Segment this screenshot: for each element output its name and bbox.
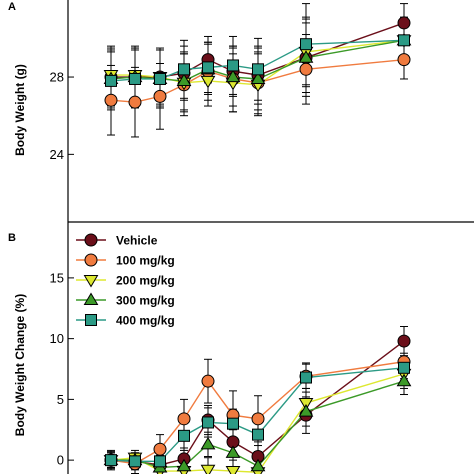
data-point [200,75,216,89]
y-tick-label: 15 [50,270,64,285]
legend-marker [84,233,98,247]
data-point [396,373,412,387]
data-point [251,412,265,426]
data-point [153,442,167,456]
data-point [227,417,239,430]
data-point [252,428,264,441]
data-point [178,63,190,76]
data-point [176,458,192,472]
panel-letter: B [8,232,16,244]
legend-label: 200 mg/kg [116,274,175,288]
legend-marker [85,314,97,326]
markers-400-mg-kg [105,361,410,468]
markers-400-mg-kg [105,34,410,87]
legend-marker [83,292,99,306]
data-point [225,445,241,458]
data-point [129,455,141,468]
data-point [300,38,312,51]
legend: Vehicle 100 mg/kg 200 mg/kg 300 mg/kg 400 mg… [76,233,175,328]
legend-marker [84,253,98,267]
legend-label: Vehicle [116,234,158,248]
data-point [105,74,117,87]
data-point [177,412,191,426]
legend-label: 400 mg/kg [116,314,175,328]
y-tick-label: 10 [50,331,64,346]
data-point [252,63,264,76]
panel-b: 0 5 10 15 Body Weight Change (%) B Vehicle 100 … [8,222,412,474]
data-point [250,71,266,85]
panel-a: 24 28 Body Weight (g) A [8,0,474,223]
data-point [202,61,214,74]
error-bars-400-mg-kg [107,3,408,111]
data-point [154,455,166,468]
legend-label: 300 mg/kg [116,294,175,308]
data-point [178,429,190,442]
y-tick-label: 24 [50,147,64,162]
data-point [397,53,411,67]
data-point [129,72,141,85]
data-point [105,454,117,467]
data-point [227,59,239,72]
data-point [225,69,241,83]
legend-marker [83,274,99,288]
data-point [300,371,312,384]
data-point [200,436,216,450]
data-point [176,73,192,86]
data-point [398,361,410,374]
data-point [104,93,118,107]
data-point [153,89,167,103]
data-point [298,397,314,411]
panel-letter: A [8,1,16,13]
data-point [397,16,411,30]
y-axis-label: Body Weight Change (%) [13,294,27,436]
y-tick-label: 0 [57,453,64,468]
plot-area [103,3,412,138]
data-point [397,334,411,348]
data-point [298,404,314,417]
data-point [298,50,314,63]
data-point [250,458,266,472]
data-point [225,466,241,474]
plot-area [103,325,412,474]
data-point [201,374,215,388]
y-tick-label: 5 [57,392,64,407]
data-point [398,34,410,47]
data-point [128,95,142,109]
data-point [154,72,166,85]
y-tick-label: 28 [50,70,64,85]
data-point [202,416,214,429]
legend-label: 100 mg/kg [116,254,175,268]
data-point [299,62,313,76]
data-point [200,464,216,474]
y-axis-label: Body Weight (g) [13,64,27,156]
